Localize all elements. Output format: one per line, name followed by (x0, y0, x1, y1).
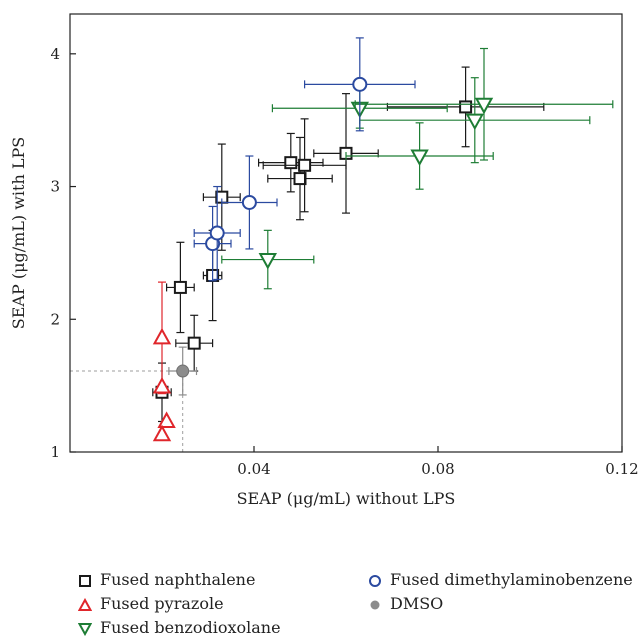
data-point-triangle-down (465, 113, 484, 131)
series-dmso (168, 346, 198, 396)
data-point-square (293, 172, 307, 186)
legend-triangle-down-icon (77, 621, 93, 636)
data-point-triangle-up (152, 376, 172, 394)
data-point-triangle-down (474, 97, 494, 115)
y-tick-label: 1 (50, 443, 60, 461)
y-axis-ticks: 1 2 3 4 (50, 45, 76, 461)
data-point-square (459, 100, 473, 114)
data-point-triangle-up (152, 424, 172, 442)
x-tick-label: 0.12 (605, 460, 638, 478)
series-fused-benzodioxolane (221, 47, 614, 290)
y-tick-label: 3 (50, 178, 60, 196)
data-point-square (298, 158, 312, 172)
x-tick-label: 0.08 (421, 460, 454, 478)
data-point-filled-circle (176, 364, 190, 378)
y-tick-label: 4 (50, 45, 60, 63)
x-axis-ticks: 0.04 0.08 0.12 (237, 446, 639, 478)
series-fused-dimethylaminobenzene (193, 37, 416, 282)
plot-frame (69, 13, 623, 453)
x-tick-label: 0.04 (237, 460, 270, 478)
legend-label: Fused benzodioxolane (100, 618, 281, 637)
x-axis-label: SEAP (μg/mL) without LPS (237, 489, 456, 508)
data-point-triangle-up (152, 327, 172, 345)
legend-item-benzodioxolane: Fused benzodioxolane (77, 618, 281, 637)
data-point-triangle-down (410, 149, 429, 167)
y-tick-label: 2 (50, 310, 60, 328)
data-point-circle (241, 194, 257, 210)
data-point-circle (352, 76, 368, 92)
data-point-square (187, 336, 201, 350)
series-fused-pyrazole (152, 281, 176, 442)
data-point-triangle-up (157, 411, 176, 428)
data-series (152, 37, 614, 442)
data-point-square (173, 280, 187, 294)
y-axis-label: SEAP (μg/mL) with LPS (9, 137, 28, 329)
data-point-triangle-down (258, 253, 277, 270)
data-point-circle (209, 225, 225, 241)
scatter-chart: 0.04 0.08 0.12 1 2 3 4 SEAP (μg/mL) without L… (9, 13, 639, 508)
data-point-square (284, 156, 298, 170)
